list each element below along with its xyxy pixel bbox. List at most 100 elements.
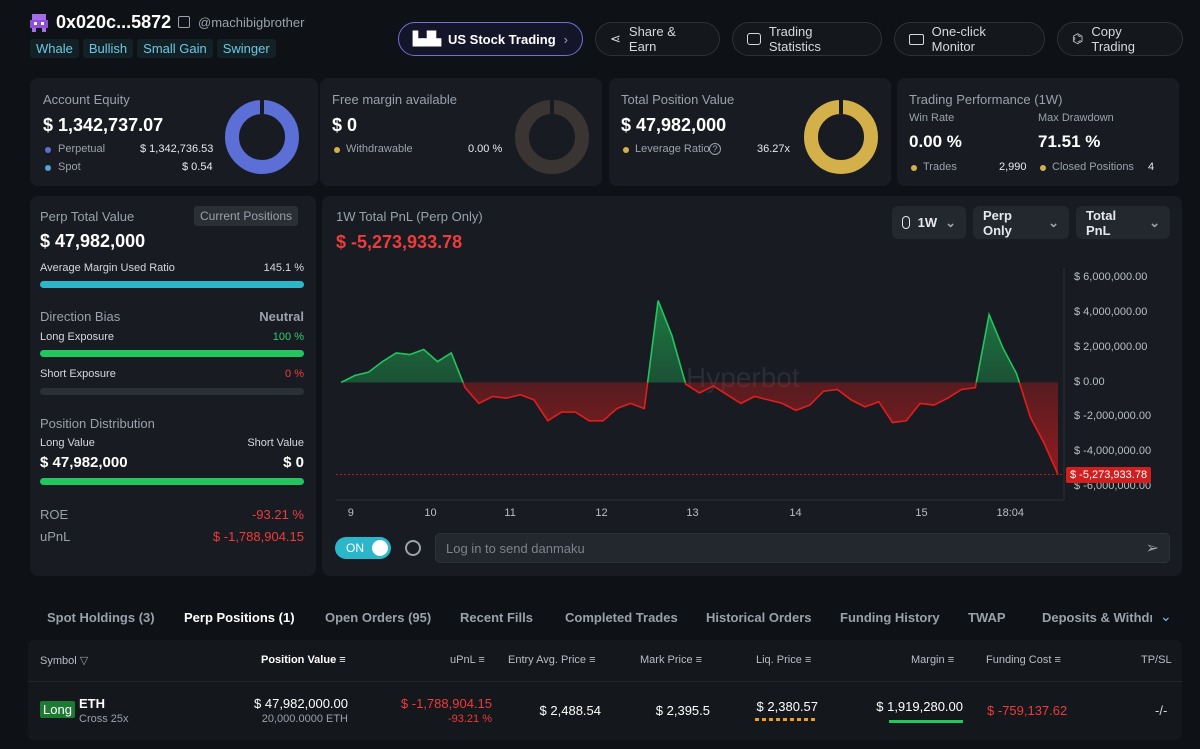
period-select[interactable]: 1W ⌄ — [892, 206, 966, 239]
spot-value: $ 0.54 — [182, 161, 213, 173]
sort-icon: ≡ — [478, 654, 485, 666]
account-equity-value: $ 1,342,737.07 — [43, 115, 164, 135]
long-value-label: Long Value — [40, 437, 95, 449]
win-rate-value: 0.00 % — [909, 132, 962, 151]
tab-funding-history[interactable]: Funding History — [840, 610, 940, 625]
tab-twap[interactable]: TWAP — [968, 610, 1006, 625]
row-divider — [28, 681, 1182, 682]
avg-margin-label: Average Margin Used Ratio — [40, 262, 175, 274]
col-liq-price[interactable]: Liq. Price ≡ — [756, 654, 812, 666]
leverage-label: Leverage Ratio — [635, 143, 710, 155]
copy-icon[interactable] — [178, 16, 190, 28]
settings-icon[interactable] — [405, 540, 421, 556]
long-exposure-label: Long Exposure — [40, 331, 114, 343]
tag-whale: Whale — [30, 39, 79, 58]
avg-margin-value: 145.1 % — [263, 262, 304, 274]
copy-trading-button[interactable]: ⌬ Copy Trading — [1057, 22, 1183, 56]
trades-dot-icon — [911, 165, 917, 171]
closed-positions-label: Closed Positions — [1052, 161, 1134, 173]
sort-icon: ≡ — [947, 654, 955, 666]
entry-price: $ 2,488.54 — [539, 703, 601, 718]
y-tick-label: $ 0.00 — [1074, 375, 1105, 388]
avg-margin-bar — [40, 281, 304, 288]
chart-icon — [747, 33, 761, 45]
y-tick-label: $ -4,000,000.00 — [1074, 445, 1152, 458]
help-icon[interactable]: ? — [709, 143, 721, 155]
share-earn-button[interactable]: ⋖ Share & Earn — [595, 22, 720, 56]
col-margin[interactable]: Margin ≡ — [911, 654, 955, 666]
liq-price: $ 2,380.57 — [756, 699, 818, 714]
long-exposure-bar — [40, 350, 304, 357]
col-upnl[interactable]: uPnL ≡ — [450, 654, 485, 666]
copy-trading-icon: ⌬ — [1072, 31, 1084, 46]
tab-perp-positions[interactable]: Perp Positions (1) — [184, 610, 295, 625]
withdrawable-label: Withdrawable — [346, 143, 413, 155]
sort-icon: ≡ — [695, 654, 703, 666]
col-funding-cost[interactable]: Funding Cost ≡ — [986, 654, 1061, 666]
col-entry-price[interactable]: Entry Avg. Price ≡ — [508, 654, 596, 666]
perpetual-value: $ 1,342,736.53 — [140, 143, 214, 155]
pnl-negative-line — [341, 382, 1059, 475]
closed-dot-icon — [1040, 165, 1046, 171]
leverage-dot-icon — [623, 147, 629, 153]
filter-select[interactable]: Perp Only ⌄ — [973, 206, 1069, 239]
col-mark-price[interactable]: Mark Price ≡ — [640, 654, 703, 666]
metric-select[interactable]: Total PnL ⌄ — [1076, 206, 1170, 239]
chevron-down-icon[interactable]: ⌄ — [1160, 608, 1172, 624]
performance-label: Trading Performance (1W) — [909, 92, 1063, 107]
tab-deposits-withdrawals[interactable]: Deposits & Withdra — [1042, 610, 1152, 625]
share-icon: ⋖ — [610, 31, 621, 46]
perpetual-dot-icon — [45, 147, 51, 153]
chart-title: 1W Total PnL (Perp Only) — [336, 209, 483, 224]
sort-icon: ≡ — [804, 654, 812, 666]
one-click-monitor-button[interactable]: One-click Monitor — [894, 22, 1045, 56]
tag-small-gain: Small Gain — [137, 39, 213, 58]
free-margin-card: Free margin available $ 0 Withdrawable 0… — [320, 78, 602, 186]
margin-meter — [889, 720, 963, 723]
sort-icon: ≡ — [1054, 654, 1061, 666]
margin-mode: Cross 25x — [79, 713, 129, 725]
roe-label: ROE — [40, 507, 69, 522]
trading-performance-card: Trading Performance (1W) Win Rate 0.00 %… — [897, 78, 1179, 186]
withdrawable-value: 0.00 % — [468, 143, 503, 155]
tab-open-orders[interactable]: Open Orders (95) — [325, 610, 432, 625]
chevron-down-icon: ⌄ — [1048, 214, 1059, 230]
long-value: $ 47,982,000 — [40, 454, 128, 471]
upnl-value: $ -1,788,904.15 — [212, 529, 304, 544]
tab-historical-orders[interactable]: Historical Orders — [706, 610, 812, 625]
y-tick-label: $ 6,000,000.00 — [1074, 271, 1148, 283]
short-value: $ 0 — [283, 454, 304, 471]
y-tick-label: $ -2,000,000.00 — [1074, 410, 1152, 423]
equity-donut — [225, 100, 299, 174]
upnl-pct: -93.21 % — [447, 713, 492, 725]
tag-bullish: Bullish — [82, 39, 134, 58]
tag-swinger: Swinger — [216, 39, 276, 58]
x-tick-label: 9 — [347, 507, 354, 519]
col-position-value[interactable]: Position Value ≡ — [261, 654, 346, 666]
direction-bias-label: Direction Bias — [40, 309, 121, 324]
pnl-positive-line — [340, 300, 1021, 383]
free-margin-label: Free margin available — [332, 92, 458, 107]
roe-value: -93.21 % — [251, 507, 304, 522]
x-tick-label: 14 — [789, 507, 802, 519]
x-tick-label: 10 — [424, 507, 437, 519]
danmaku-toggle[interactable]: ON — [335, 537, 391, 559]
sort-icon: ≡ — [589, 654, 596, 666]
trading-statistics-button[interactable]: Trading Statistics — [732, 22, 882, 56]
current-positions-button[interactable]: Current Positions — [194, 206, 299, 226]
funding-cost: $ -759,137.62 — [987, 703, 1068, 718]
tab-spot-holdings[interactable]: Spot Holdings (3) — [47, 610, 155, 625]
tab-recent-fills[interactable]: Recent Fills — [460, 610, 533, 625]
tag-list: Whale Bullish Small Gain Swinger — [30, 39, 280, 58]
pnl-negative-area — [341, 382, 1058, 475]
position-value: $ 47,982,000 — [621, 115, 727, 135]
account-equity-card: Account Equity $ 1,342,737.07 Perpetual … — [30, 78, 318, 186]
us-stock-trading-button[interactable]: ▙▟▙ US Stock Trading › — [398, 22, 583, 56]
send-icon[interactable]: ➢ — [1145, 540, 1159, 557]
leverage-value: 36.27x — [757, 143, 791, 155]
position-value-label: Total Position Value — [621, 92, 735, 107]
tab-completed-trades[interactable]: Completed Trades — [565, 610, 678, 625]
x-tick-label: 13 — [686, 507, 699, 519]
col-symbol[interactable]: Symbol ▽ — [40, 655, 89, 667]
danmaku-input[interactable]: Log in to send danmaku ➢ — [435, 533, 1170, 563]
